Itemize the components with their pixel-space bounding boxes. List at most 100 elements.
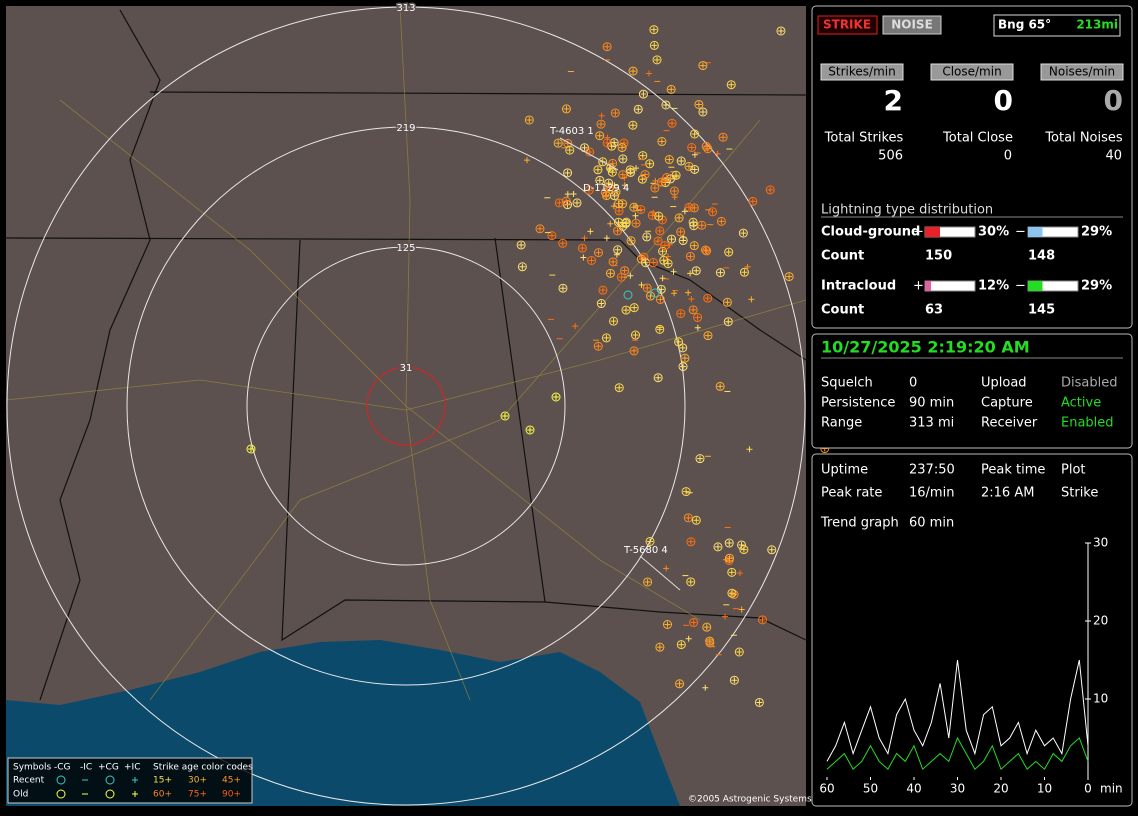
strike-symbol [579, 245, 586, 252]
x-axis-label: min [1100, 782, 1123, 796]
strike-symbol [524, 115, 534, 125]
strike-symbol [619, 144, 626, 151]
strike-symbol [559, 285, 566, 292]
strike-symbol [691, 204, 698, 211]
strike-symbol [767, 186, 774, 193]
strike-symbol [726, 540, 733, 547]
border [619, 239, 807, 361]
strike-symbol [627, 166, 634, 173]
legend-age: 90+ [222, 790, 241, 800]
plus-sign: + [913, 225, 924, 240]
range-label: 125 [396, 243, 415, 254]
strike-symbol [701, 141, 711, 151]
strike-symbol [645, 536, 655, 546]
clock: 10/27/2025 2:19:20 AM [821, 338, 1030, 357]
road [59, 99, 701, 621]
strike-symbol [724, 538, 734, 548]
rate-button[interactable] [820, 63, 904, 81]
strike-symbol [615, 219, 622, 226]
strike-symbol [596, 119, 606, 129]
strike-symbol [523, 157, 530, 164]
range-label: 31 [400, 363, 413, 374]
strike-symbol [609, 169, 616, 176]
legend-age: 75+ [188, 790, 207, 800]
percent-bar [1028, 281, 1043, 291]
strike-symbol [618, 154, 628, 164]
strike-symbol [736, 649, 743, 656]
strike-mode: STRIKE [823, 18, 871, 32]
strike-symbol [655, 374, 662, 381]
strike-symbol [687, 143, 697, 153]
strike-symbol [687, 270, 694, 277]
strike-symbol [776, 26, 786, 36]
strike-symbol [744, 263, 751, 270]
strike-symbol [670, 268, 677, 275]
range-label: 313 [396, 3, 415, 14]
strike-symbol [786, 273, 793, 280]
label-pointer [639, 555, 681, 591]
strike-symbol [558, 283, 568, 293]
strike-symbol [614, 246, 621, 253]
strike-symbol [563, 105, 570, 112]
strike-symbol [694, 324, 701, 331]
strike-symbol [565, 145, 575, 155]
rate-value: 0 [1104, 84, 1123, 117]
count-value: 145 [1028, 303, 1055, 318]
type-name: Cloud-ground [821, 225, 920, 240]
strike-symbol [656, 644, 663, 651]
strike-symbol [643, 577, 653, 587]
strike-symbol [517, 262, 527, 272]
strike-symbol [691, 166, 698, 173]
strike-symbol [671, 290, 678, 297]
strike-symbol [629, 303, 639, 313]
noise-mode-button[interactable] [882, 15, 942, 35]
strike-symbol [570, 190, 577, 197]
strike-symbol [572, 198, 582, 208]
strike-symbol [708, 207, 718, 217]
strike-symbol [642, 171, 649, 178]
strike-symbol [716, 216, 726, 226]
strike-symbol [698, 61, 708, 71]
strike-mode-button[interactable] [817, 15, 878, 35]
strike-symbol [656, 227, 663, 234]
range-ring [126, 126, 686, 686]
strike-symbol [688, 296, 695, 303]
strike-symbol [614, 383, 624, 393]
strike-symbol [647, 210, 657, 220]
copyright: ©2005 Astrogenic Systems [688, 795, 812, 805]
strike-symbol [724, 247, 734, 257]
strike-symbol [703, 143, 710, 150]
strike-symbol [688, 144, 695, 151]
strike-symbol [662, 173, 672, 183]
strike-symbol [611, 187, 621, 197]
strike-symbol [635, 106, 642, 113]
road [5, 299, 807, 411]
strike-symbol [604, 43, 611, 50]
strike-symbol [728, 81, 735, 88]
strike-symbol [609, 316, 619, 326]
rate-button[interactable] [930, 63, 1014, 81]
legend-symbol [132, 777, 138, 783]
strike-symbol [587, 228, 594, 235]
strike-symbol [690, 619, 697, 626]
strike-symbol [556, 199, 563, 206]
strike-symbol [720, 134, 727, 141]
strike-symbol [690, 129, 700, 139]
strike-symbol [587, 255, 597, 265]
total-value: 506 [878, 149, 903, 164]
strike-symbol [705, 638, 715, 648]
rate-button[interactable] [1040, 63, 1124, 81]
strike-symbol [564, 169, 571, 176]
percent-label: 30% [978, 225, 1009, 240]
strikes [246, 25, 868, 707]
strike-symbol [656, 326, 663, 333]
strike-symbol [598, 300, 605, 307]
strike-symbol [694, 314, 701, 321]
strike-symbol [685, 514, 692, 521]
strike-symbol [678, 362, 688, 372]
strike-symbol [664, 621, 671, 628]
strike-symbol [669, 120, 676, 127]
strike-symbol [680, 363, 687, 370]
strike-symbol [595, 131, 605, 141]
strike-symbol [596, 177, 603, 184]
